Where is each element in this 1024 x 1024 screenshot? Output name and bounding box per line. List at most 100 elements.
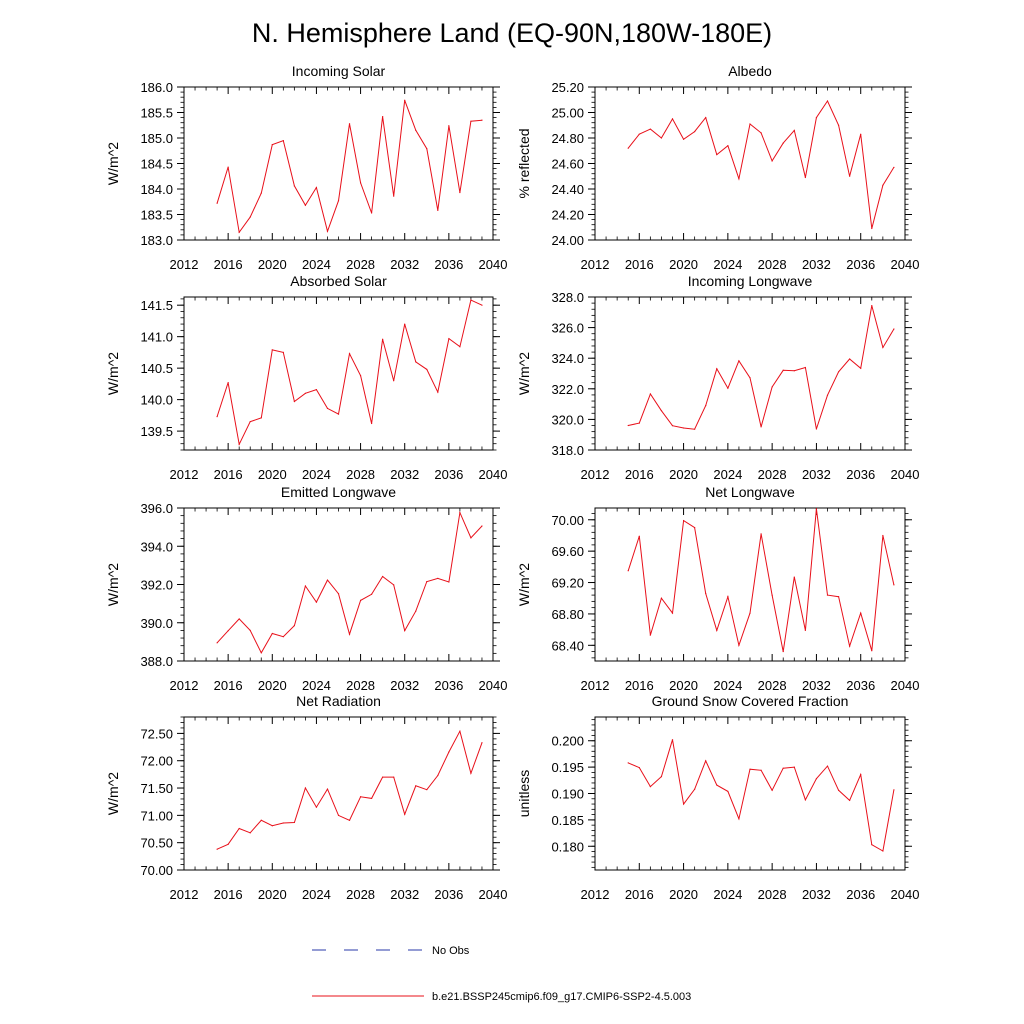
data-point [448,125,449,126]
data-point [327,789,328,790]
data-point [849,358,850,359]
x-tick-label: 2020 [258,887,287,902]
x-tick-label: 2016 [625,257,654,272]
y-tick-label: 141.5 [140,298,173,313]
y-axis-label: W/m^2 [105,352,121,395]
data-point [448,581,449,582]
x-tick-label: 2024 [713,678,742,693]
data-point [794,370,795,371]
legend-label-no-obs: No Obs [432,945,470,957]
legend-label-model: b.e21.BSSP245cmip6.f09_g17.CMIP6-SSP2-4.… [432,991,691,1003]
x-tick-label: 2028 [346,257,375,272]
data-point [360,182,361,183]
y-tick-label: 25.00 [551,106,584,121]
data-point [327,231,328,232]
y-tick-label: 392.0 [140,578,173,593]
data-point [239,444,240,445]
data-point [217,203,218,204]
data-point [239,232,240,233]
data-point [772,160,773,161]
panel-title: Ground Snow Covered Fraction [652,693,849,709]
series-points [217,731,483,850]
panel-title: Incoming Longwave [688,273,813,289]
x-tick-label: 2016 [214,678,243,693]
data-point [816,508,817,509]
data-point [760,770,761,771]
data-point [783,768,784,769]
data-point [470,121,471,122]
x-tick-label: 2016 [625,887,654,902]
data-point [360,375,361,376]
y-axis-label: W/m^2 [105,772,121,815]
data-point [327,580,328,581]
data-point [738,178,739,179]
panel-incoming-solar: Incoming Solar W/m^2 2012 2016 2020 2024 2028 2… [105,63,507,272]
y-tick-label: 390.0 [140,616,173,631]
panel-title: Absorbed Solar [290,273,387,289]
data-point [415,610,416,611]
data-point [228,382,229,383]
x-tick-label: 2024 [302,887,331,902]
data-point [849,645,850,646]
y-tick-label: 69.60 [551,544,584,559]
x-tick-label: 2028 [346,678,375,693]
data-point [628,762,629,763]
panel-title: Net Radiation [296,693,381,709]
data-point [672,613,673,614]
series-line [628,740,894,851]
data-point [772,386,773,387]
data-point [426,369,427,370]
x-tick-label: 2036 [846,467,875,482]
data-point [661,776,662,777]
data-point [250,421,251,422]
y-tick-label: 0.195 [551,760,584,775]
y-axis-label: W/m^2 [516,563,532,606]
data-point [437,391,438,392]
x-tick-label: 2028 [758,467,787,482]
y-tick-label: 70.00 [140,863,173,878]
x-tick-label: 2032 [390,467,419,482]
x-tick-label: 2024 [713,887,742,902]
data-point [426,581,427,582]
data-point [694,131,695,132]
data-point [760,132,761,133]
data-point [705,593,706,594]
data-point [371,594,372,595]
data-point [283,352,284,353]
data-point [882,347,883,348]
data-point [305,205,306,206]
x-tick-label: 2036 [846,257,875,272]
data-point [871,305,872,306]
x-tick-label: 2040 [479,257,508,272]
x-tick-label: 2040 [479,887,508,902]
data-point [672,118,673,119]
data-point [860,134,861,135]
data-point [371,212,372,213]
x-tick-label: 2020 [669,467,698,482]
series-line [628,509,894,652]
y-tick-label: 396.0 [140,501,173,516]
data-point [382,576,383,577]
y-tick-label: 324.0 [551,351,584,366]
panel-net-longwave: Net LongwaveW/m^22012 2016 2020 2024 2028 203… [516,484,919,693]
data-point [805,177,806,178]
data-point [305,393,306,394]
data-point [860,368,861,369]
data-point [404,323,405,324]
plot-frame [595,297,905,450]
y-tick-label: 68.40 [551,638,584,653]
y-tick-label: 388.0 [140,654,173,669]
data-point [827,765,828,766]
data-point [783,143,784,144]
data-point [738,360,739,361]
x-tick-label: 2028 [346,467,375,482]
data-point [783,370,784,371]
data-point [228,844,229,845]
data-point [760,533,761,534]
x-tick-label: 2016 [625,467,654,482]
x-tick-label: 2016 [214,257,243,272]
data-point [283,822,284,823]
x-tick-label: 2040 [891,678,920,693]
y-tick-label: 139.5 [140,424,173,439]
data-point [827,100,828,101]
